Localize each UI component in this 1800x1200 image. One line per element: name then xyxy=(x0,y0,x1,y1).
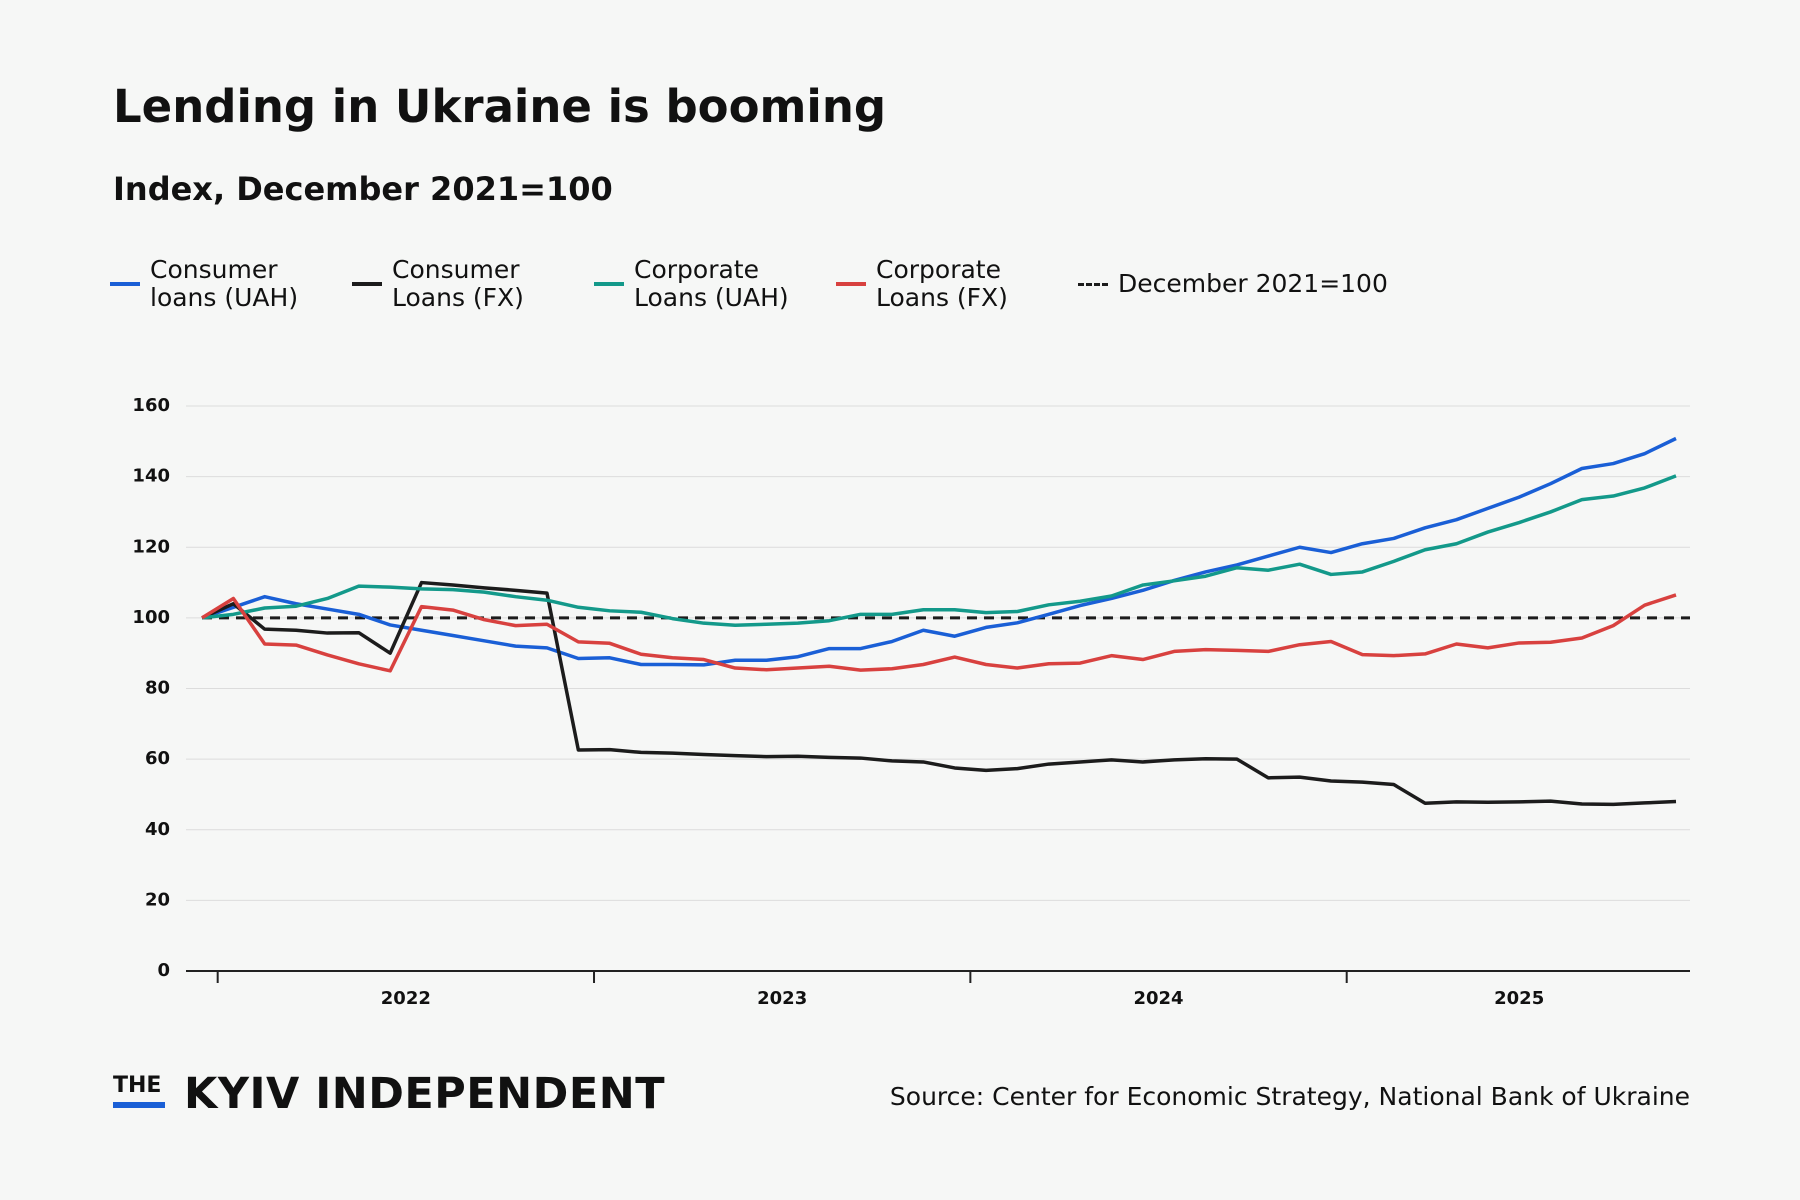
legend-swatch xyxy=(594,282,624,286)
series-line xyxy=(201,593,1677,673)
y-tick-label: 160 xyxy=(132,395,170,416)
legend-item: Corporate Loans (UAH) xyxy=(594,256,794,312)
x-tick-label: 2022 xyxy=(381,988,431,1009)
legend-swatch xyxy=(836,282,866,286)
chart-title: Lending in Ukraine is booming xyxy=(113,80,887,133)
logo: KYIV INDEPENDENT xyxy=(184,1069,666,1119)
y-tick-label: 100 xyxy=(132,607,170,628)
y-tick-label: 0 xyxy=(157,960,170,981)
logo-small: THE xyxy=(113,1073,162,1098)
x-tick-label: 2024 xyxy=(1133,988,1183,1009)
y-tick-label: 40 xyxy=(145,819,170,840)
legend-label: Consumer loans (UAH) xyxy=(150,255,299,312)
y-tick-label: 80 xyxy=(145,678,170,699)
logo-bar xyxy=(113,1102,165,1108)
legend-swatch xyxy=(110,282,140,286)
y-tick-label: 120 xyxy=(132,536,170,557)
legend-label: Corporate Loans (FX) xyxy=(876,255,1008,312)
y-tick-label: 60 xyxy=(145,748,170,769)
chart-subtitle: Index, December 2021=100 xyxy=(113,170,613,208)
legend-swatch xyxy=(352,282,382,286)
series-line xyxy=(201,474,1677,628)
x-tick-label: 2025 xyxy=(1494,988,1544,1009)
legend-label: Consumer Loans (FX) xyxy=(392,255,524,312)
y-tick-label: 20 xyxy=(145,889,170,910)
legend-item: Consumer Loans (FX) xyxy=(352,256,552,312)
y-tick-label: 140 xyxy=(132,466,170,487)
legend-item: Corporate Loans (FX) xyxy=(836,256,1036,312)
legend-label: Corporate Loans (UAH) xyxy=(634,255,789,312)
series-line xyxy=(201,580,1677,807)
x-tick-label: 2023 xyxy=(757,988,807,1009)
series-line xyxy=(201,436,1677,667)
legend-label: December 2021=100 xyxy=(1118,269,1388,298)
source: Source: Center for Economic Strategy, Na… xyxy=(889,1082,1690,1111)
legend: Consumer loans (UAH) Consumer Loans (FX) C… xyxy=(110,256,1388,312)
legend-swatch xyxy=(1078,282,1108,286)
legend-item: Consumer loans (UAH) xyxy=(110,256,310,312)
legend-item: December 2021=100 xyxy=(1078,256,1388,312)
